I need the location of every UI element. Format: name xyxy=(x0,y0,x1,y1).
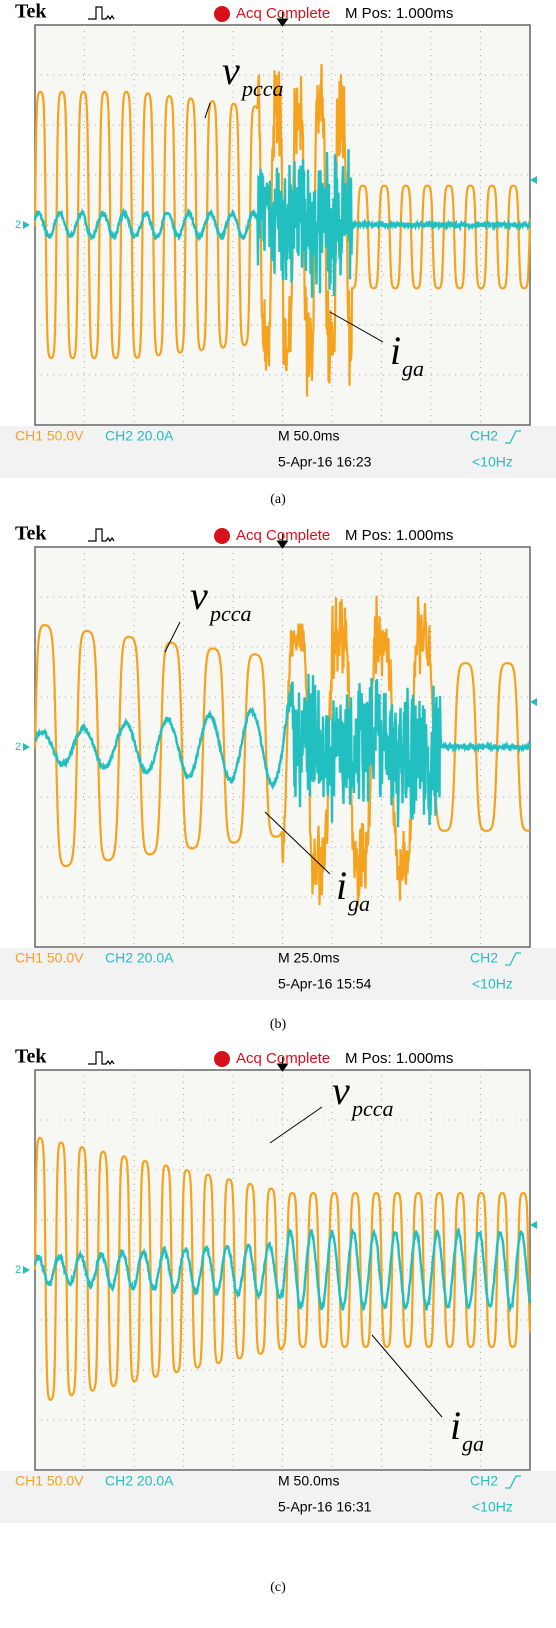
trace-label-sub: pcca xyxy=(208,601,252,626)
trace-label: i xyxy=(450,1403,461,1448)
timebase: M 50.0ms xyxy=(278,1473,339,1489)
run-indicator xyxy=(214,528,230,544)
trace-label-sub: ga xyxy=(348,891,370,916)
trace-label-sub: pcca xyxy=(350,1096,394,1121)
ground-marker: 2 xyxy=(15,1264,21,1276)
timestamp: 5-Apr-16 16:31 xyxy=(278,1499,372,1515)
trace-label-sub: ga xyxy=(462,1431,484,1456)
ch1-scale: CH1 50.0V xyxy=(15,950,84,966)
trigger-source: CH2 xyxy=(470,428,498,444)
trigger-freq: <10Hz xyxy=(472,976,513,992)
trigger-freq: <10Hz xyxy=(472,454,513,470)
caption: (b) xyxy=(270,1017,287,1032)
timestamp: 5-Apr-16 15:54 xyxy=(278,976,372,992)
trigger-source: CH2 xyxy=(470,950,498,966)
ch2-level-arrow xyxy=(530,698,537,706)
trace-label-sub: pcca xyxy=(240,76,284,101)
run-indicator xyxy=(214,6,230,22)
trace-label: v xyxy=(190,573,208,618)
timebase: M 50.0ms xyxy=(278,428,339,444)
ch2-scale: CH2 20.0A xyxy=(105,950,174,966)
ground-marker: 2 xyxy=(15,219,21,231)
caption: (a) xyxy=(270,492,286,507)
timestamp: 5-Apr-16 16:23 xyxy=(278,454,372,470)
m-pos: M Pos: 1.000ms xyxy=(345,1050,453,1067)
m-pos: M Pos: 1.000ms xyxy=(345,5,453,22)
brand: Tek xyxy=(15,523,47,545)
brand: Tek xyxy=(15,1,47,23)
trace-label: i xyxy=(390,328,401,373)
ch1-scale: CH1 50.0V xyxy=(15,1473,84,1489)
caption: (c) xyxy=(270,1580,286,1595)
ch2-level-arrow xyxy=(530,1221,537,1229)
m-pos: M Pos: 1.000ms xyxy=(345,527,453,544)
ground-arrow xyxy=(23,1266,30,1274)
ch2-level-arrow xyxy=(530,176,537,184)
ground-arrow xyxy=(23,743,30,751)
ch1-scale: CH1 50.0V xyxy=(15,428,84,444)
trace-label: v xyxy=(222,48,240,93)
timebase: M 25.0ms xyxy=(278,950,339,966)
trace-label: i xyxy=(336,863,347,908)
trigger-icon xyxy=(88,529,114,541)
trigger-freq: <10Hz xyxy=(472,1499,513,1515)
ch2-scale: CH2 20.0A xyxy=(105,1473,174,1489)
ch2-scale: CH2 20.0A xyxy=(105,428,174,444)
trace-label: v xyxy=(332,1068,350,1113)
trace-label-sub: ga xyxy=(402,356,424,381)
page: TekAcq CompleteM Pos: 1.000ms2vpccaigaCH… xyxy=(0,0,556,1628)
trigger-icon xyxy=(88,7,114,19)
trigger-icon xyxy=(88,1052,114,1064)
trigger-source: CH2 xyxy=(470,1473,498,1489)
brand: Tek xyxy=(15,1046,47,1068)
run-indicator xyxy=(214,1051,230,1067)
ground-arrow xyxy=(23,221,30,229)
ground-marker: 2 xyxy=(15,741,21,753)
figure: TekAcq CompleteM Pos: 1.000ms2vpccaigaCH… xyxy=(0,0,556,1628)
